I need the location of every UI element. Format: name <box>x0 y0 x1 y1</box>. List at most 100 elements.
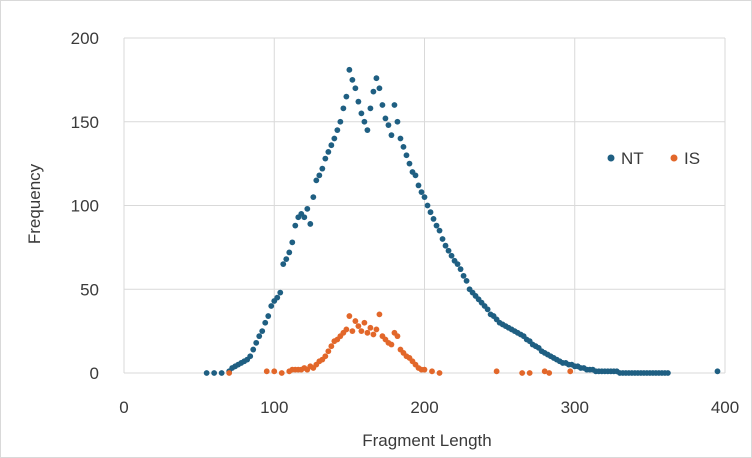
data-point-nt <box>463 277 470 284</box>
data-point-is <box>388 341 395 348</box>
data-point-is <box>358 328 365 335</box>
data-point-nt <box>454 261 461 268</box>
data-point-nt <box>361 118 368 125</box>
data-point-nt <box>274 294 281 301</box>
data-point-nt <box>265 313 272 319</box>
data-point-is <box>436 370 443 376</box>
data-point-nt <box>256 333 263 340</box>
plot-area <box>203 66 721 376</box>
data-point-is <box>271 368 278 375</box>
data-point-is <box>376 311 383 318</box>
data-point-is <box>343 326 350 333</box>
data-point-is <box>346 313 353 319</box>
data-point-is <box>355 323 362 329</box>
data-point-nt <box>340 105 347 112</box>
data-point-nt <box>211 370 218 376</box>
data-point-nt <box>259 328 266 335</box>
legend: NT IS <box>607 149 700 168</box>
data-point-is <box>364 329 371 336</box>
data-point-nt <box>385 122 392 128</box>
series-is <box>226 311 574 376</box>
data-point-nt <box>334 127 341 134</box>
data-point-is <box>546 370 553 376</box>
data-point-is <box>328 343 335 350</box>
data-point-nt <box>322 155 329 162</box>
data-point-nt <box>343 93 350 100</box>
axis-ticks: 0 100 200 300 400 0 50 100 150 200 <box>71 29 740 417</box>
data-point-nt <box>460 272 467 279</box>
data-point-nt <box>262 319 269 326</box>
data-point-is <box>421 366 428 373</box>
data-point-nt <box>283 256 290 262</box>
data-point-nt <box>367 105 374 112</box>
data-point-nt <box>280 261 287 268</box>
data-point-nt <box>382 115 389 122</box>
data-point-is <box>429 368 435 375</box>
data-point-nt <box>316 172 323 179</box>
data-point-nt <box>424 202 431 209</box>
data-point-nt <box>286 249 293 256</box>
data-point-nt <box>406 160 413 167</box>
data-point-nt <box>442 242 449 249</box>
y-tick-label: 100 <box>71 197 99 216</box>
x-tick-label: 0 <box>119 398 128 417</box>
data-point-nt <box>448 252 455 259</box>
data-point-nt <box>355 98 362 105</box>
data-point-nt <box>250 346 257 353</box>
data-point-nt <box>379 102 386 108</box>
data-point-nt <box>397 135 404 142</box>
data-point-nt <box>418 189 425 196</box>
series-nt <box>203 66 721 376</box>
data-point-nt <box>337 118 344 125</box>
data-point-nt <box>301 214 308 221</box>
data-point-nt <box>358 110 365 117</box>
data-point-is <box>493 368 500 375</box>
data-point-is <box>349 328 356 335</box>
data-point-nt <box>412 172 419 179</box>
data-point-nt <box>370 88 377 95</box>
data-point-is <box>226 370 233 376</box>
data-point-is <box>373 326 380 333</box>
y-tick-label: 200 <box>71 29 99 48</box>
x-tick-label: 200 <box>410 398 438 417</box>
data-point-is <box>263 368 270 375</box>
data-point-nt <box>203 370 210 376</box>
data-point-nt <box>292 222 299 229</box>
data-point-nt <box>310 194 317 201</box>
data-point-nt <box>427 209 434 216</box>
data-point-nt <box>484 306 491 313</box>
data-point-nt <box>289 239 296 246</box>
data-point-nt <box>388 132 395 139</box>
x-tick-label: 100 <box>260 398 288 417</box>
data-point-nt <box>346 66 353 73</box>
data-point-nt <box>277 289 284 296</box>
data-point-nt <box>376 85 383 92</box>
y-tick-label: 50 <box>80 280 99 299</box>
data-point-is <box>567 368 574 375</box>
data-point-nt <box>433 222 440 229</box>
data-point-nt <box>391 102 398 108</box>
y-axis-title: Frequency <box>25 163 44 244</box>
data-point-nt <box>304 205 311 212</box>
data-point-nt <box>218 370 225 376</box>
data-point-nt <box>439 236 446 242</box>
data-point-nt <box>373 75 380 82</box>
y-tick-label: 150 <box>71 113 99 132</box>
data-point-nt <box>436 227 443 234</box>
x-tick-label: 300 <box>561 398 589 417</box>
data-point-is <box>370 331 377 338</box>
data-point-nt <box>307 221 314 227</box>
data-point-nt <box>415 182 422 189</box>
data-point-is <box>322 353 329 360</box>
data-point-is <box>541 368 548 375</box>
legend-marker-nt <box>607 154 615 162</box>
y-tick-label: 0 <box>90 364 99 383</box>
data-point-nt <box>325 149 332 155</box>
data-point-nt <box>352 85 359 92</box>
data-point-nt <box>714 368 721 375</box>
data-point-nt <box>331 135 338 142</box>
data-point-nt <box>457 266 464 273</box>
data-point-nt <box>268 303 275 309</box>
data-point-nt <box>430 216 437 222</box>
